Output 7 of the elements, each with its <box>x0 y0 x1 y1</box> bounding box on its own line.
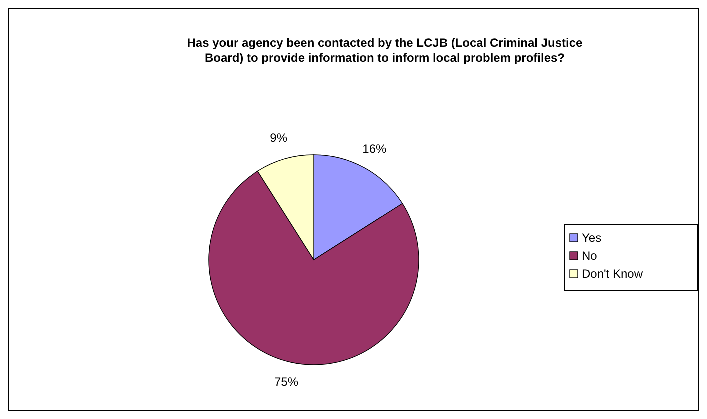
data-label: 75% <box>274 375 299 390</box>
legend-label: No <box>582 249 598 263</box>
legend-label: Yes <box>582 231 602 245</box>
chart-title: Has your agency been contacted by the LCJB (Local Criminal Justice Board) to provide information to inform local problem profiles? <box>187 36 584 65</box>
data-label: 16% <box>362 142 388 156</box>
legend-label: Don't Know <box>582 267 644 281</box>
data-label: 9% <box>270 131 288 146</box>
